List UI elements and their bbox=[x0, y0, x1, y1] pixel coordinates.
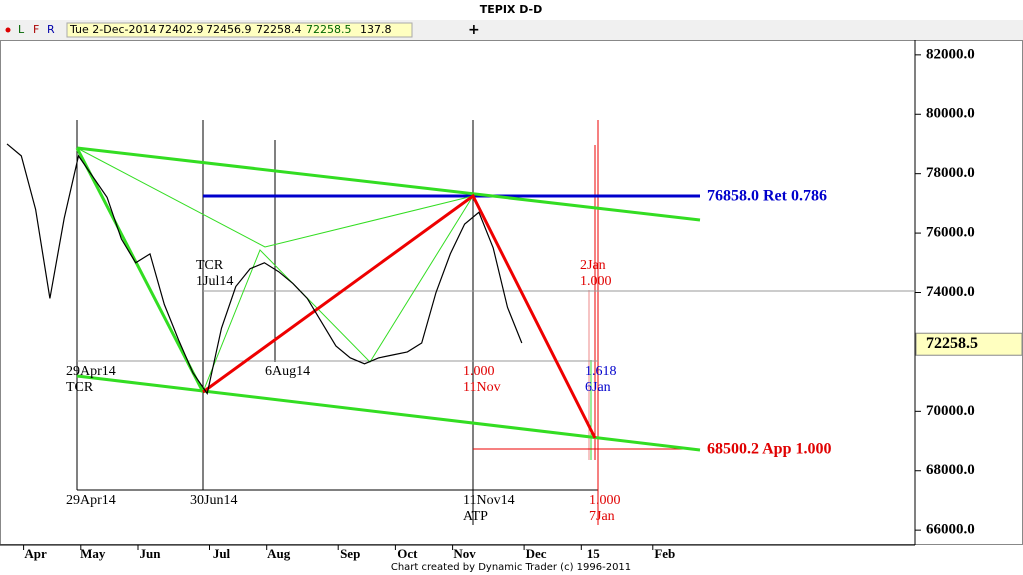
x-tick-label: Feb bbox=[654, 546, 675, 561]
change: 137.8 bbox=[360, 23, 392, 36]
close: 72258.5 bbox=[306, 23, 352, 36]
y-tick-label: 78000.0 bbox=[926, 165, 975, 181]
annotation: 6Jan bbox=[585, 380, 611, 395]
annotation: ATP bbox=[463, 509, 488, 524]
x-tick-label: Aug bbox=[267, 546, 291, 561]
annotation: 30Jun14 bbox=[190, 493, 237, 508]
annotation: TCR bbox=[196, 258, 224, 273]
y-tick-label: 74000.0 bbox=[926, 284, 975, 300]
x-tick-label: Apr bbox=[24, 546, 47, 561]
annotation: 11Nov14 bbox=[463, 493, 515, 508]
annotation: 1.000 bbox=[580, 274, 612, 289]
annotation: 29Apr14 bbox=[66, 493, 116, 508]
toolbar-f[interactable]: F bbox=[33, 23, 39, 36]
dot bbox=[5, 27, 11, 33]
add-button[interactable]: + bbox=[468, 22, 480, 38]
last-price-label: 72258.5 bbox=[926, 335, 978, 352]
low: 72258.4 bbox=[256, 23, 302, 36]
annotation: 1.000 bbox=[463, 364, 495, 379]
x-tick-label: Dec bbox=[526, 546, 547, 561]
y-tick-label: 70000.0 bbox=[926, 403, 975, 419]
x-tick-label: Jul bbox=[213, 546, 231, 561]
chart-title: TEPIX D-D bbox=[480, 3, 543, 16]
toolbar-l[interactable]: L bbox=[18, 23, 25, 36]
leg bbox=[75, 147, 205, 393]
y-tick-label: 76000.0 bbox=[926, 225, 975, 241]
annotation: 1.618 bbox=[585, 364, 617, 379]
open: 72402.9 bbox=[158, 23, 204, 36]
last-price-box bbox=[915, 332, 1023, 356]
abcd bbox=[202, 193, 597, 439]
annotation: 1Jul14 bbox=[196, 274, 233, 289]
pattern bbox=[202, 195, 474, 393]
ohlc-box bbox=[66, 22, 413, 38]
annotation: 7Jan bbox=[589, 509, 615, 524]
channel-bottom bbox=[76, 374, 701, 452]
annotation: 11Nov bbox=[463, 380, 501, 395]
ret-label: 76858.0 Ret 0.786 bbox=[707, 188, 827, 205]
channel-top bbox=[76, 146, 701, 222]
x-tick-label: Jun bbox=[140, 546, 162, 561]
annotation: 29Apr14 bbox=[66, 364, 116, 379]
annotation: 1.000 bbox=[589, 493, 621, 508]
app-label: 68500.2 App 1.000 bbox=[707, 441, 831, 458]
y-tick-label: 82000.0 bbox=[926, 46, 975, 62]
annotation: 2Jan bbox=[580, 258, 606, 273]
y-tick-label: 68000.0 bbox=[926, 462, 975, 478]
drawings bbox=[75, 120, 915, 525]
x-tick-label: May bbox=[80, 546, 106, 561]
y-tick-label: 66000.0 bbox=[926, 522, 975, 538]
x-tick-label: Sep bbox=[340, 546, 360, 561]
x-tick-label: Nov bbox=[453, 546, 476, 561]
annotation: TCR bbox=[66, 380, 94, 395]
price-line bbox=[6, 143, 523, 395]
pattern bbox=[76, 147, 474, 248]
x-tick-label: Oct bbox=[397, 546, 418, 561]
high: 72456.9 bbox=[206, 23, 252, 36]
date: Tue 2-Dec-2014 bbox=[69, 23, 157, 36]
toolbar-r[interactable]: R bbox=[47, 23, 55, 36]
x-tick-label: 15 bbox=[587, 546, 601, 561]
footer: Chart created by Dynamic Trader (c) 1996… bbox=[391, 562, 631, 573]
y-tick-label: 80000.0 bbox=[926, 106, 975, 122]
annotation: 6Aug14 bbox=[265, 364, 310, 379]
